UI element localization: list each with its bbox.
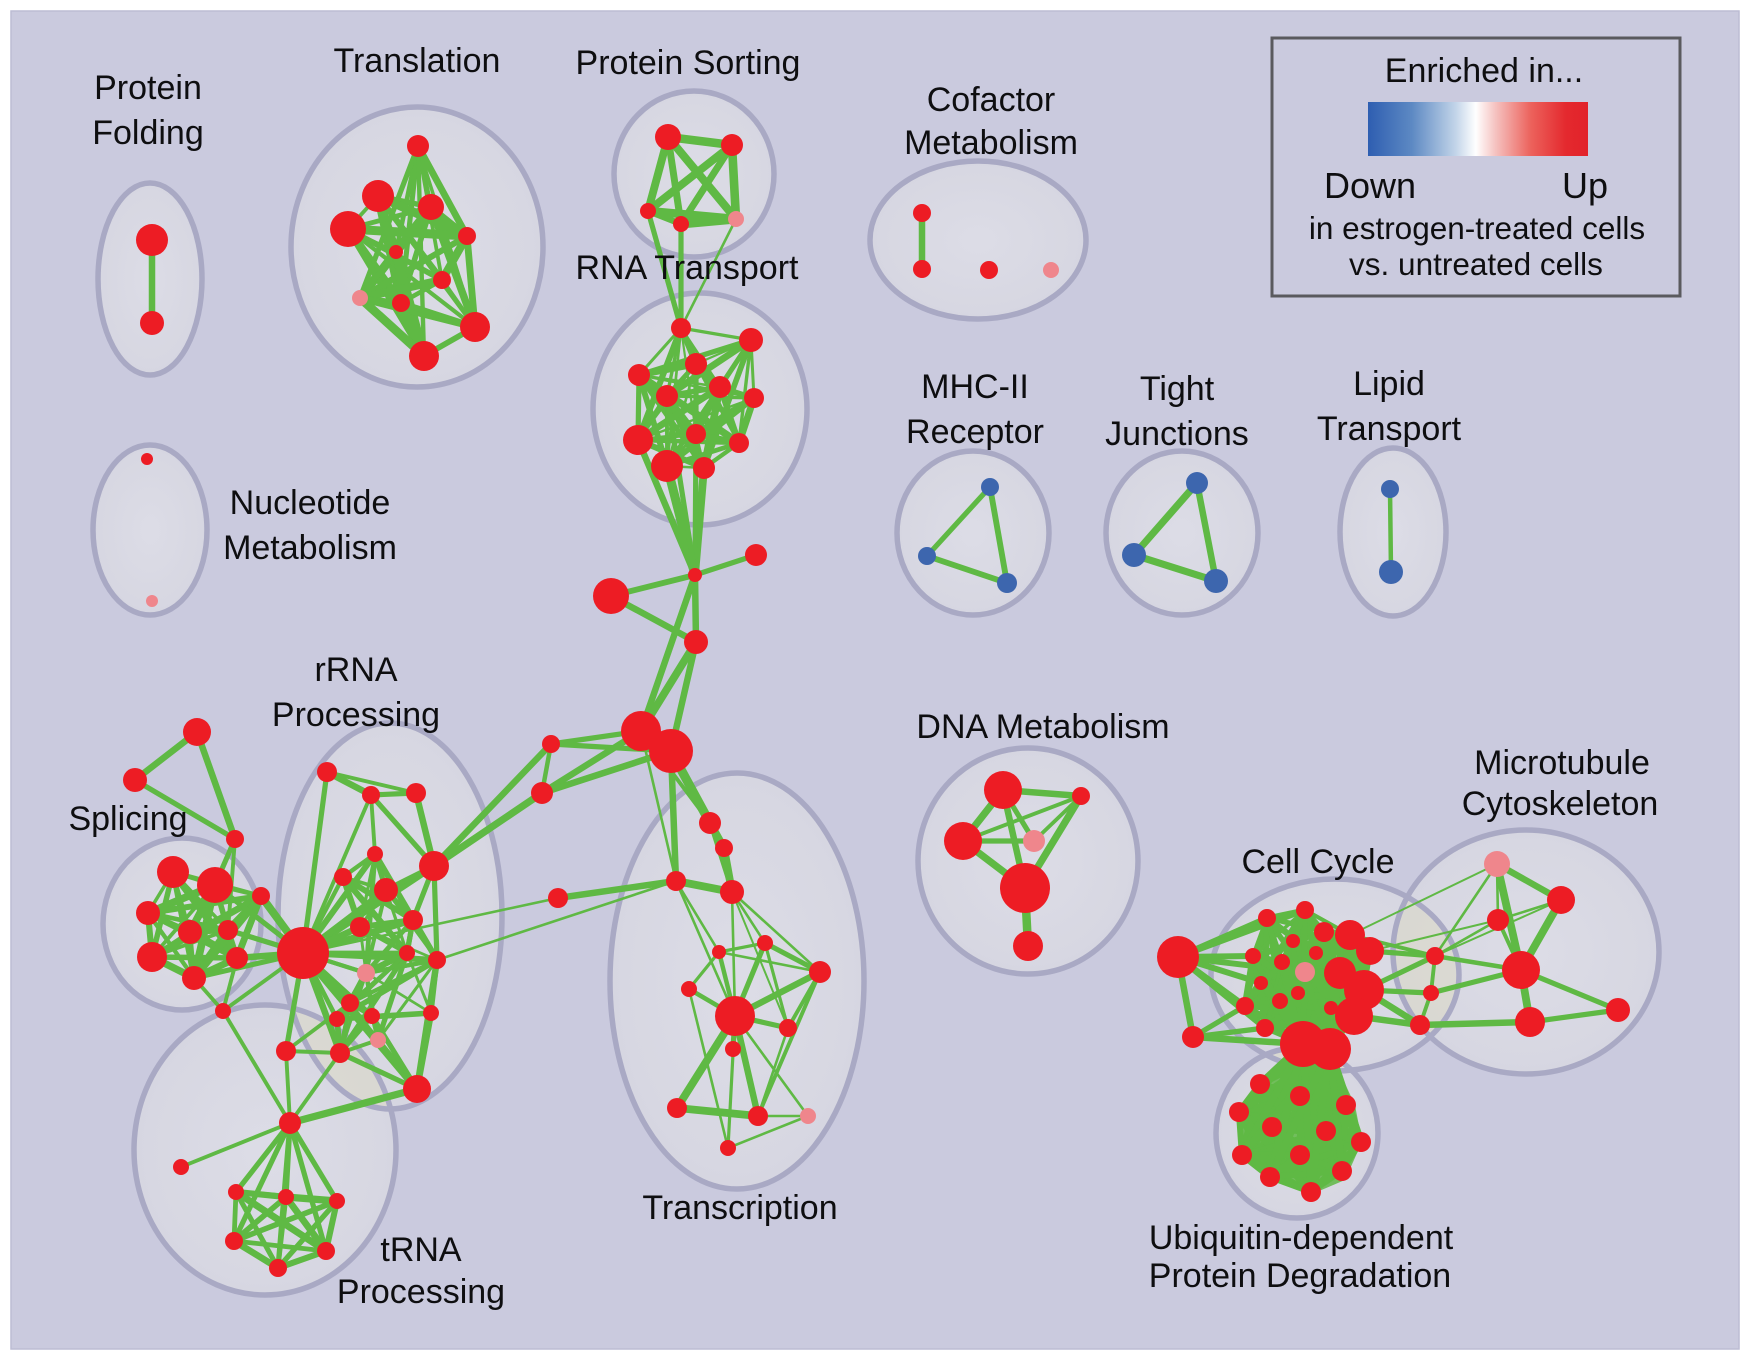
svg-text:rRNA: rRNA [314,651,397,689]
svg-text:RNA Transport: RNA Transport [576,249,800,287]
svg-text:Down: Down [1324,165,1416,206]
svg-text:Microtubule: Microtubule [1474,744,1650,782]
svg-text:Cytoskeleton: Cytoskeleton [1462,785,1659,823]
svg-text:Cofactor: Cofactor [927,81,1056,119]
svg-text:Up: Up [1562,165,1608,206]
svg-text:Processing: Processing [272,696,440,734]
svg-text:in estrogen-treated cells: in estrogen-treated cells [1309,210,1645,246]
svg-text:Ubiquitin-dependent: Ubiquitin-dependent [1149,1219,1454,1257]
svg-text:Transport: Transport [1317,410,1462,448]
svg-text:Cell Cycle: Cell Cycle [1241,843,1394,881]
svg-text:Protein Degradation: Protein Degradation [1149,1257,1451,1295]
svg-text:Receptor: Receptor [906,413,1044,451]
svg-text:Protein: Protein [94,69,202,107]
svg-text:Nucleotide: Nucleotide [230,484,391,522]
svg-text:DNA Metabolism: DNA Metabolism [916,708,1169,746]
svg-text:Transcription: Transcription [642,1189,837,1227]
svg-text:Protein Sorting: Protein Sorting [576,44,801,82]
svg-text:Folding: Folding [92,114,204,152]
svg-text:Metabolism: Metabolism [904,124,1078,162]
svg-text:MHC-II: MHC-II [921,368,1029,406]
svg-text:vs. untreated cells: vs. untreated cells [1349,246,1603,282]
svg-text:Enriched in...: Enriched in... [1385,52,1583,90]
svg-text:Tight: Tight [1140,370,1215,408]
svg-text:Processing: Processing [337,1273,505,1311]
svg-text:Splicing: Splicing [68,800,187,838]
svg-text:Junctions: Junctions [1105,415,1249,453]
svg-text:Metabolism: Metabolism [223,529,397,567]
svg-text:Lipid: Lipid [1353,365,1425,403]
svg-text:tRNA: tRNA [380,1231,462,1269]
svg-text:Translation: Translation [334,42,501,80]
